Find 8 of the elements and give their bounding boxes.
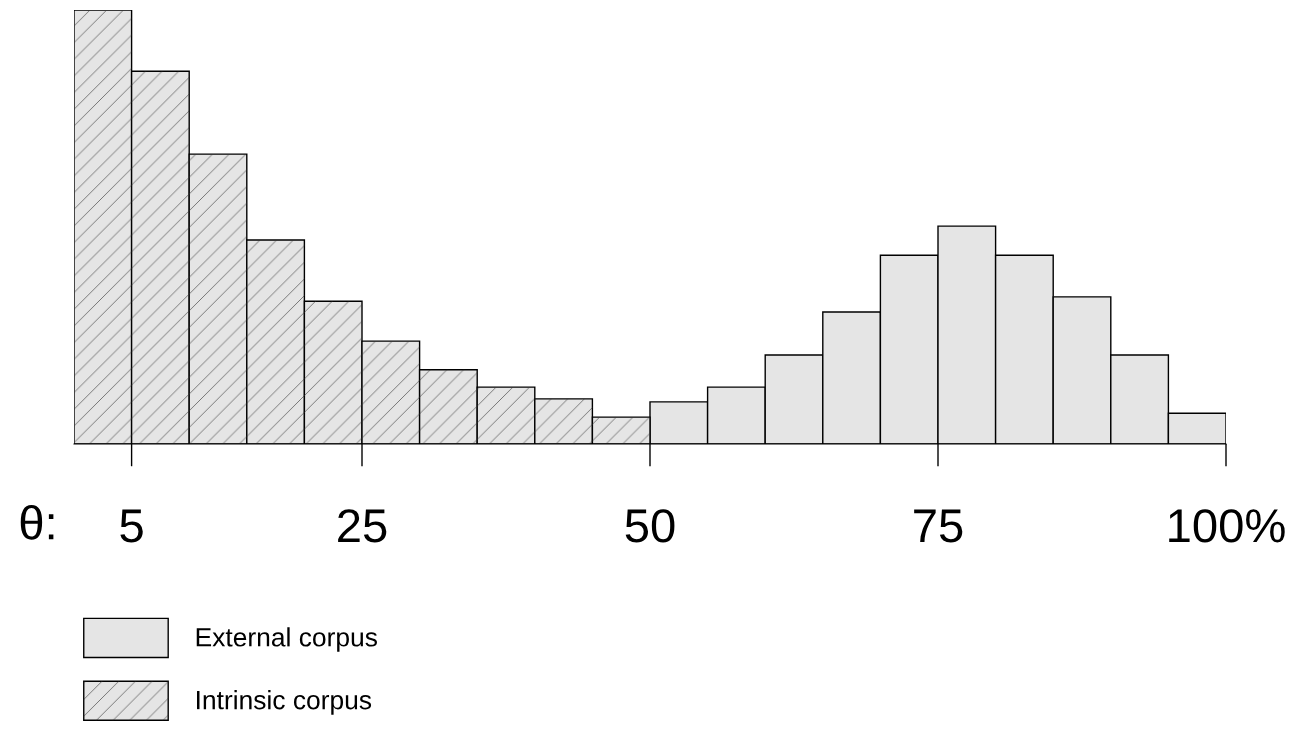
legend-label: Intrinsic corpus [197, 690, 372, 715]
x-tick-label: 50 [625, 509, 675, 543]
x-tick-label: 100% [1169, 509, 1285, 543]
text: θ: [20, 505, 54, 540]
x-tick-label: 75 [914, 509, 963, 543]
x-tick-label: 25 [338, 509, 387, 543]
legend-label: External corpus [196, 627, 377, 652]
x-tick-label: 5 [120, 509, 143, 543]
